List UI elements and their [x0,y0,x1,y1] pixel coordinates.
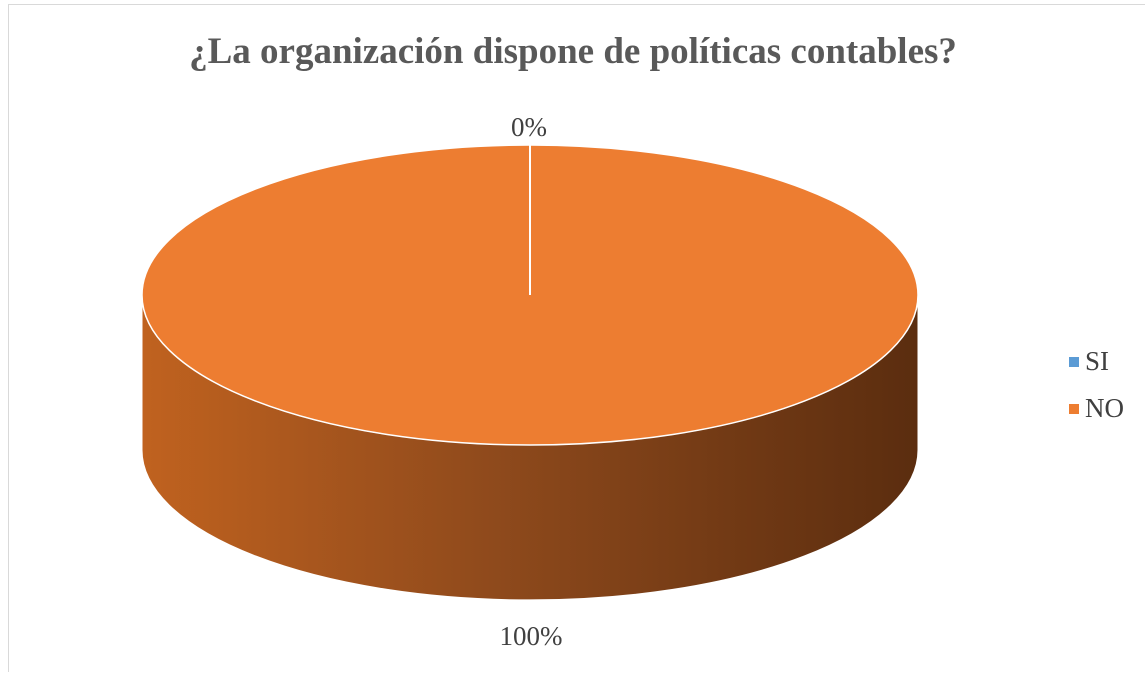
data-label-si: 0% [511,112,547,142]
data-label-no: 100% [499,621,563,651]
legend-item-no: NO [1069,385,1124,432]
legend: SI NO [1069,338,1124,432]
legend-label-si: SI [1085,346,1110,376]
legend-item-si: SI [1069,338,1124,385]
legend-swatch-no [1069,403,1079,414]
chart-area [8,4,1145,672]
chart-title: ¿La organización dispone de políticas co… [189,31,957,72]
legend-swatch-si [1069,356,1079,367]
legend-label-no: NO [1085,393,1124,423]
